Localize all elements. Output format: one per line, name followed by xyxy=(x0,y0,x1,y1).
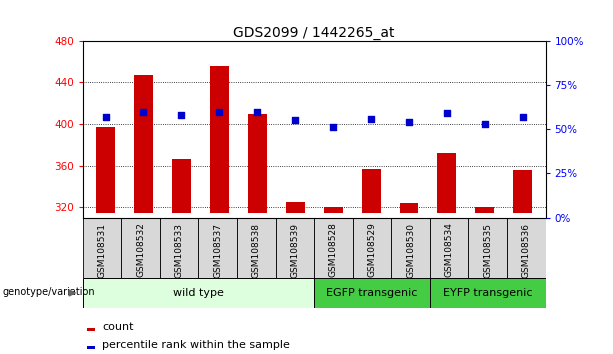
Bar xyxy=(314,278,430,308)
Bar xyxy=(400,203,419,212)
Text: GSM108530: GSM108530 xyxy=(406,223,415,278)
Point xyxy=(328,125,338,130)
Text: count: count xyxy=(102,322,134,332)
Bar xyxy=(96,127,115,212)
Bar xyxy=(88,347,96,349)
Bar xyxy=(468,218,507,278)
Text: GSM108538: GSM108538 xyxy=(252,223,261,278)
Text: GSM108539: GSM108539 xyxy=(291,223,299,278)
Bar xyxy=(88,328,96,331)
Text: percentile rank within the sample: percentile rank within the sample xyxy=(102,340,290,350)
Bar xyxy=(430,218,468,278)
Bar xyxy=(324,207,343,212)
Bar xyxy=(83,278,314,308)
Point xyxy=(442,110,452,116)
Text: GSM108533: GSM108533 xyxy=(175,223,184,278)
Bar xyxy=(362,169,381,212)
Text: GSM108535: GSM108535 xyxy=(483,223,492,278)
Bar xyxy=(430,278,546,308)
Bar xyxy=(476,207,494,212)
Bar xyxy=(314,218,352,278)
Text: genotype/variation: genotype/variation xyxy=(2,287,95,297)
Point xyxy=(404,119,414,125)
Bar xyxy=(121,218,160,278)
Text: GSM108536: GSM108536 xyxy=(522,223,531,278)
Bar xyxy=(172,159,191,212)
Point xyxy=(177,112,186,118)
Point xyxy=(291,118,300,123)
Bar xyxy=(83,218,121,278)
Text: EYFP transgenic: EYFP transgenic xyxy=(443,288,533,298)
Text: GSM108537: GSM108537 xyxy=(213,223,223,278)
Bar xyxy=(352,218,391,278)
Point xyxy=(366,116,376,121)
Bar xyxy=(391,218,430,278)
Bar xyxy=(160,218,199,278)
Bar xyxy=(199,218,237,278)
Point xyxy=(101,114,110,120)
Point xyxy=(139,109,148,114)
Text: wild type: wild type xyxy=(173,288,224,298)
Bar xyxy=(210,66,229,212)
Text: GSM108531: GSM108531 xyxy=(97,223,107,278)
Point xyxy=(215,109,224,114)
Bar xyxy=(286,202,305,212)
Text: GSM108534: GSM108534 xyxy=(444,223,454,278)
Text: EGFP transgenic: EGFP transgenic xyxy=(326,288,417,298)
Point xyxy=(518,114,528,120)
Text: GSM108532: GSM108532 xyxy=(136,223,145,278)
Bar xyxy=(237,218,276,278)
Bar xyxy=(134,75,153,212)
Bar xyxy=(248,114,267,212)
Bar xyxy=(438,153,457,212)
Title: GDS2099 / 1442265_at: GDS2099 / 1442265_at xyxy=(234,26,395,40)
Bar xyxy=(276,218,314,278)
Bar xyxy=(513,170,532,212)
Text: GSM108528: GSM108528 xyxy=(329,223,338,278)
Text: GSM108529: GSM108529 xyxy=(368,223,376,278)
Point xyxy=(480,121,490,127)
Bar xyxy=(507,218,546,278)
Point xyxy=(253,109,262,114)
